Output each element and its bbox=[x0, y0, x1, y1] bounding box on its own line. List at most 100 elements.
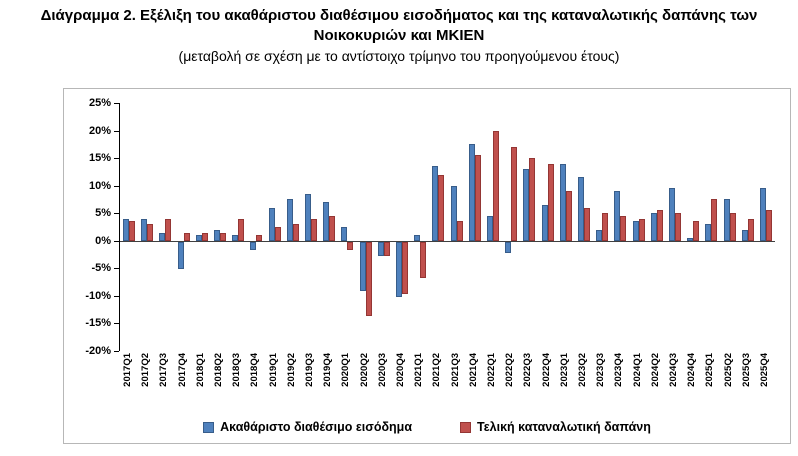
bar-income-2025Q4 bbox=[759, 188, 766, 241]
y-axis-tick bbox=[114, 323, 119, 325]
bar-income-2024Q3 bbox=[668, 188, 675, 241]
x-axis-label-2021Q4: 2021Q4 bbox=[467, 353, 479, 387]
x-axis-label-2020Q1: 2020Q1 bbox=[340, 353, 352, 387]
bar-consumption-2018Q1 bbox=[201, 232, 208, 241]
bar-income-2021Q3 bbox=[450, 185, 457, 241]
x-axis-label-2024Q3: 2024Q3 bbox=[667, 353, 679, 387]
bar-consumption-2017Q1 bbox=[129, 221, 136, 241]
bar-consumption-2020Q2 bbox=[365, 241, 372, 317]
bar-consumption-2024Q1 bbox=[638, 218, 645, 241]
bar-consumption-2020Q4 bbox=[402, 241, 408, 295]
bar-income-2021Q1 bbox=[414, 235, 421, 241]
bar-income-2019Q3 bbox=[305, 193, 312, 241]
legend-swatch-income bbox=[203, 421, 215, 433]
x-axis-label-2020Q2: 2020Q2 bbox=[358, 353, 370, 387]
bar-income-2018Q3 bbox=[232, 235, 239, 241]
chart-title: Διάγραμμα 2. Εξέλιξη του ακαθάριστου δια… bbox=[0, 6, 798, 46]
bar-income-2018Q1 bbox=[195, 235, 202, 241]
bar-income-2023Q3 bbox=[596, 229, 603, 241]
bar-income-2024Q2 bbox=[650, 213, 657, 241]
x-axis-label-2018Q1: 2018Q1 bbox=[194, 353, 206, 387]
bar-consumption-2020Q3 bbox=[383, 241, 390, 256]
x-axis-label-2023Q3: 2023Q3 bbox=[595, 353, 607, 387]
legend-item-consumption: Τελική καταναλωτική δαπάνη bbox=[460, 420, 651, 434]
bar-income-2019Q4 bbox=[323, 202, 330, 241]
bar-income-2022Q2 bbox=[505, 241, 512, 253]
x-axis-label-2025Q3: 2025Q3 bbox=[740, 353, 752, 387]
zero-axis-line bbox=[120, 240, 775, 242]
x-axis-label-2022Q1: 2022Q1 bbox=[485, 353, 497, 387]
bar-consumption-2022Q3 bbox=[529, 158, 536, 241]
bar-consumption-2022Q1 bbox=[492, 130, 499, 241]
x-axis-label-2020Q4: 2020Q4 bbox=[395, 353, 406, 387]
bar-income-2020Q2 bbox=[359, 241, 366, 292]
bar-consumption-2021Q1 bbox=[420, 241, 427, 278]
bar-income-2023Q2 bbox=[577, 177, 584, 241]
bar-income-2018Q2 bbox=[214, 229, 221, 241]
bar-consumption-2025Q1 bbox=[711, 199, 718, 241]
bar-income-2024Q4 bbox=[687, 238, 694, 241]
bar-income-2022Q3 bbox=[523, 169, 530, 241]
bar-consumption-2021Q2 bbox=[438, 174, 445, 241]
x-axis-label-2023Q2: 2023Q2 bbox=[576, 353, 588, 387]
bar-income-2019Q1 bbox=[268, 207, 275, 241]
bar-consumption-2017Q4 bbox=[183, 232, 190, 241]
bar-income-2023Q1 bbox=[559, 163, 566, 241]
bar-consumption-2023Q4 bbox=[620, 215, 627, 241]
y-axis-label-0%: 0% bbox=[95, 234, 111, 247]
bar-consumption-2020Q1 bbox=[347, 241, 354, 251]
bar-consumption-2019Q1 bbox=[274, 227, 281, 241]
legend: Ακαθάριστο διαθέσιμο εισόδημα Τελική κατ… bbox=[64, 420, 790, 434]
chart-title-line1: Διάγραμμα 2. Εξέλιξη του ακαθάριστου δια… bbox=[40, 7, 758, 24]
bar-income-2019Q2 bbox=[286, 199, 293, 241]
bar-income-2025Q2 bbox=[723, 199, 730, 241]
x-axis-label-2024Q2: 2024Q2 bbox=[649, 353, 661, 387]
x-axis-label-2017Q2: 2017Q2 bbox=[140, 353, 152, 387]
bar-consumption-2024Q4 bbox=[693, 221, 700, 241]
legend-item-income: Ακαθάριστο διαθέσιμο εισόδημα bbox=[203, 420, 412, 434]
y-axis-tick bbox=[114, 351, 119, 352]
x-axis-label-2019Q2: 2019Q2 bbox=[285, 353, 297, 387]
x-axis-label-2018Q4: 2018Q4 bbox=[249, 353, 261, 387]
y-axis-tick bbox=[114, 103, 119, 104]
bar-income-2021Q4 bbox=[468, 144, 475, 241]
bar-consumption-2019Q2 bbox=[292, 224, 299, 241]
bar-consumption-2019Q4 bbox=[329, 215, 336, 241]
bar-consumption-2018Q3 bbox=[238, 218, 245, 241]
x-axis-label-2021Q1: 2021Q1 bbox=[413, 353, 425, 387]
x-axis-label-2022Q2: 2022Q2 bbox=[504, 353, 516, 387]
bar-income-2020Q4 bbox=[396, 241, 402, 297]
bar-consumption-2018Q4 bbox=[256, 235, 263, 241]
chart-title-line2: Νοικοκυριών και ΜΚΙΕΝ bbox=[313, 27, 485, 44]
bar-income-2017Q4 bbox=[177, 241, 184, 270]
x-axis-label-2021Q2: 2021Q2 bbox=[431, 353, 443, 387]
x-axis-label-2023Q4: 2023Q4 bbox=[613, 353, 625, 387]
bar-consumption-2024Q3 bbox=[674, 213, 681, 241]
x-axis-label-2019Q4: 2019Q4 bbox=[322, 353, 334, 387]
bar-income-2024Q1 bbox=[632, 221, 639, 241]
bar-consumption-2021Q4 bbox=[474, 155, 481, 241]
chart-subtitle: (μεταβολή σε σχέση με το αντίστοιχο τρίμ… bbox=[178, 48, 620, 64]
x-axis-label-2024Q4: 2024Q4 bbox=[686, 353, 698, 387]
bar-consumption-2025Q3 bbox=[747, 218, 754, 241]
bar-consumption-2019Q3 bbox=[311, 218, 318, 241]
y-axis-label--20%: -20% bbox=[85, 345, 111, 357]
x-axis-label-2019Q1: 2019Q1 bbox=[267, 353, 279, 387]
bar-consumption-2022Q4 bbox=[547, 163, 554, 241]
y-axis-tick bbox=[114, 295, 119, 297]
bar-consumption-2023Q3 bbox=[602, 213, 609, 241]
x-axis-label-2017Q3: 2017Q3 bbox=[158, 353, 170, 387]
y-axis-label-15%: 15% bbox=[88, 152, 111, 165]
bar-income-2022Q1 bbox=[486, 215, 493, 241]
bar-consumption-2023Q2 bbox=[583, 207, 590, 241]
bar-income-2017Q1 bbox=[123, 218, 130, 241]
bar-consumption-2023Q1 bbox=[565, 191, 572, 241]
chart-area: Ακαθάριστο διαθέσιμο εισόδημα Τελική κατ… bbox=[63, 88, 791, 444]
y-axis-label-20%: 20% bbox=[88, 124, 111, 137]
x-axis-label-2018Q2: 2018Q2 bbox=[213, 353, 225, 387]
bar-income-2020Q1 bbox=[341, 227, 348, 241]
bar-income-2023Q4 bbox=[614, 191, 621, 241]
x-axis-label-2022Q3: 2022Q3 bbox=[522, 353, 534, 387]
bar-income-2021Q2 bbox=[432, 166, 439, 241]
